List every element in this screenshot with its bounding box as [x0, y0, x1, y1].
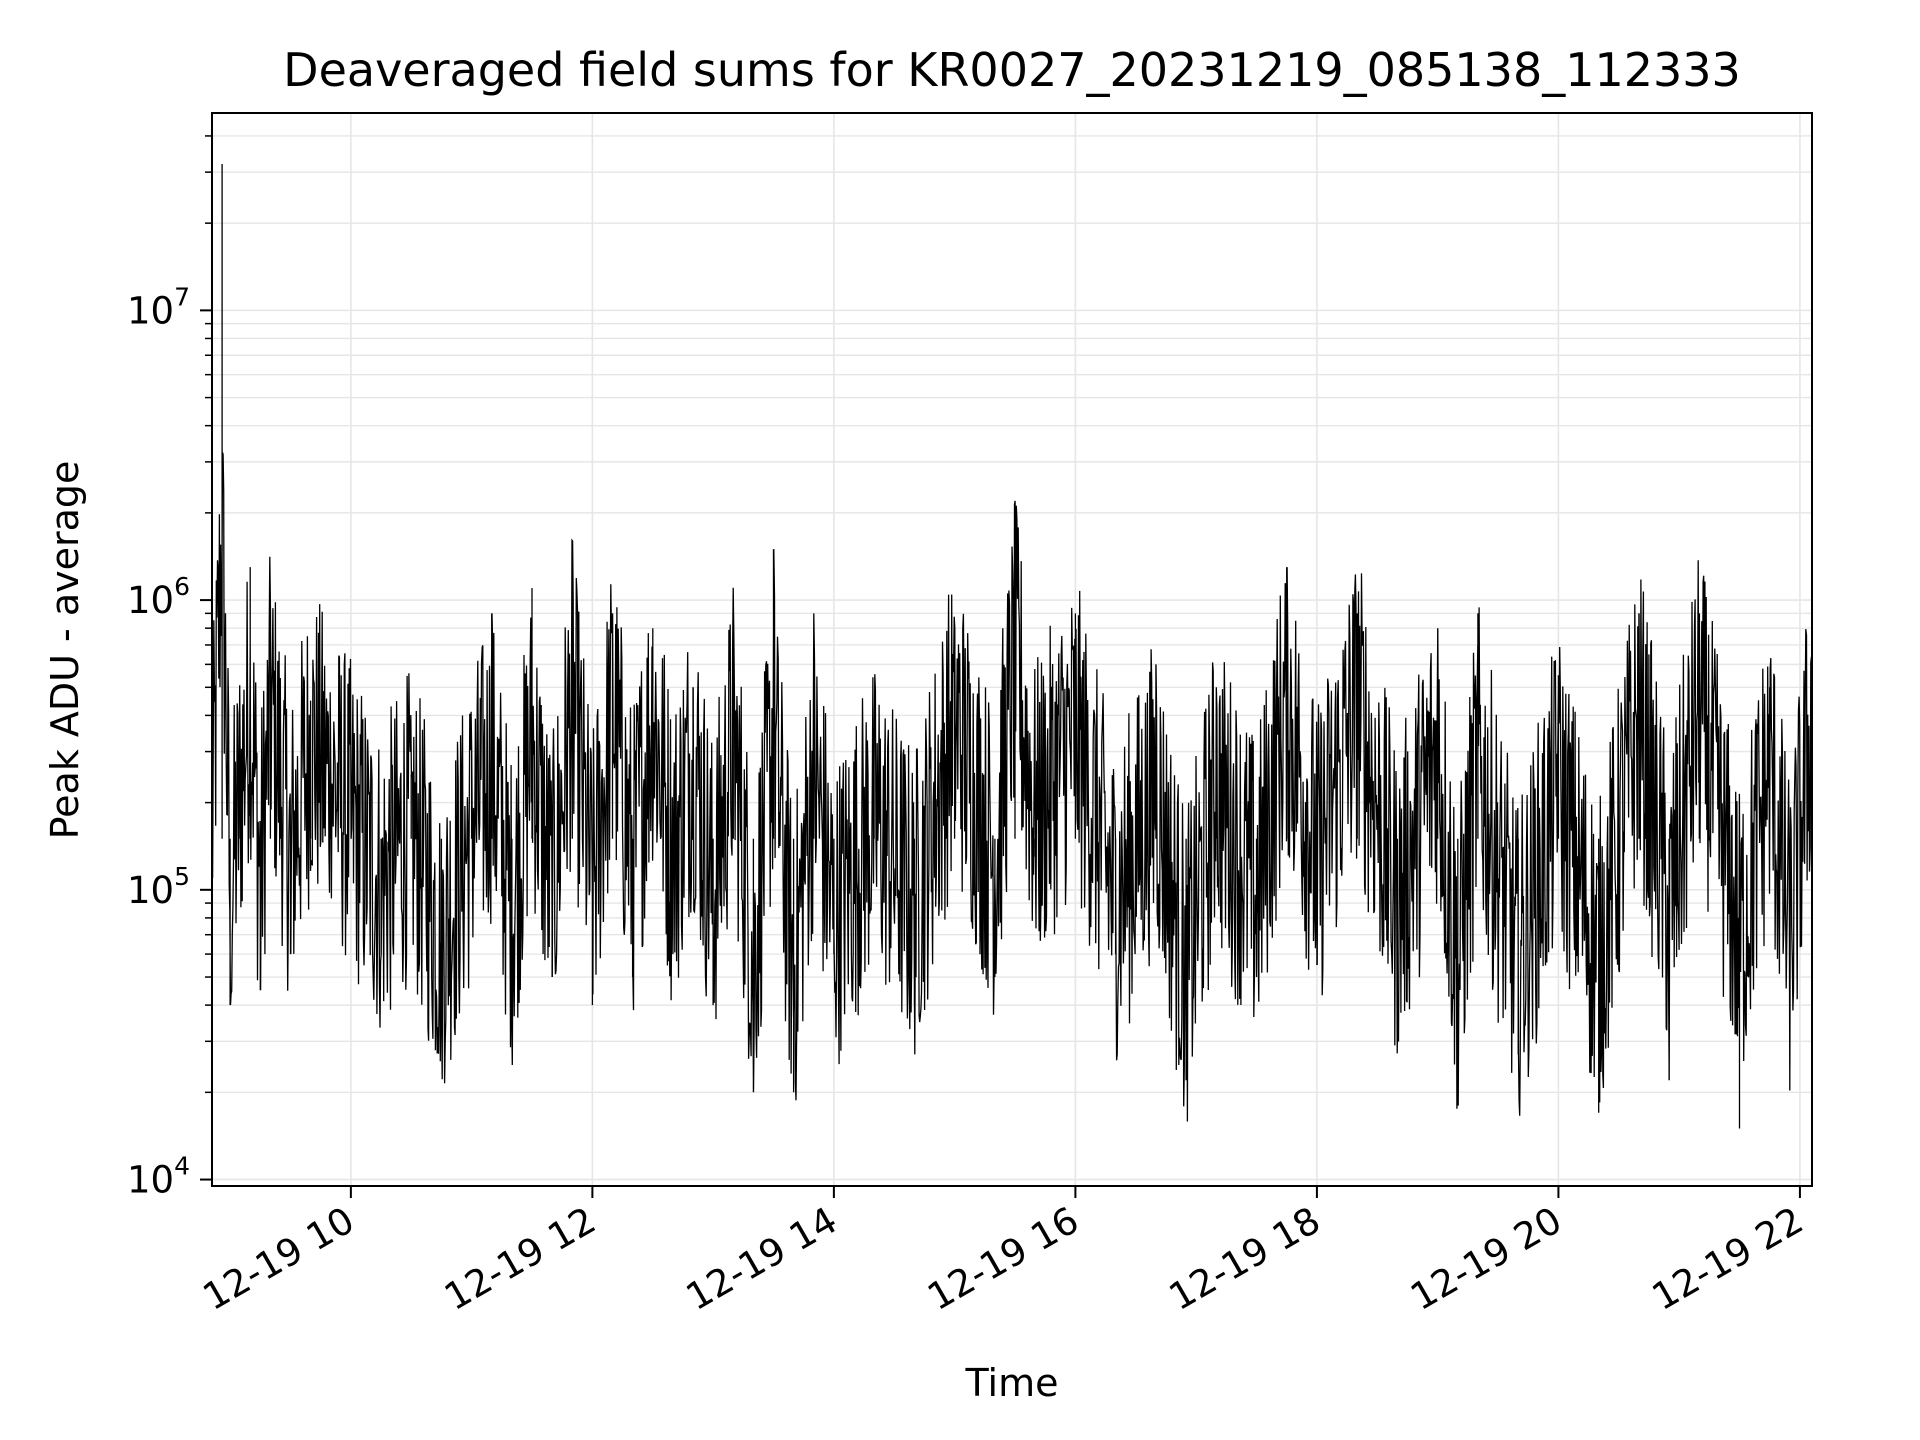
- y-axis-label: Peak ADU - average: [43, 461, 87, 840]
- y-axis: 104 105 106 107: [127, 135, 212, 1202]
- y-tick-label: 107: [127, 282, 190, 332]
- x-axis-label: Time: [965, 1361, 1059, 1405]
- grid: [212, 113, 1812, 1186]
- y-tick-label: 106: [127, 572, 190, 622]
- y-tick-label: 105: [127, 862, 190, 912]
- plot-frame: [211, 112, 1813, 1187]
- chart-title: Deaveraged field sums for KR0027_2023121…: [283, 43, 1741, 97]
- data-line: [211, 164, 1813, 1129]
- series-line: [211, 164, 1813, 1129]
- y-tick-label: 104: [127, 1152, 190, 1202]
